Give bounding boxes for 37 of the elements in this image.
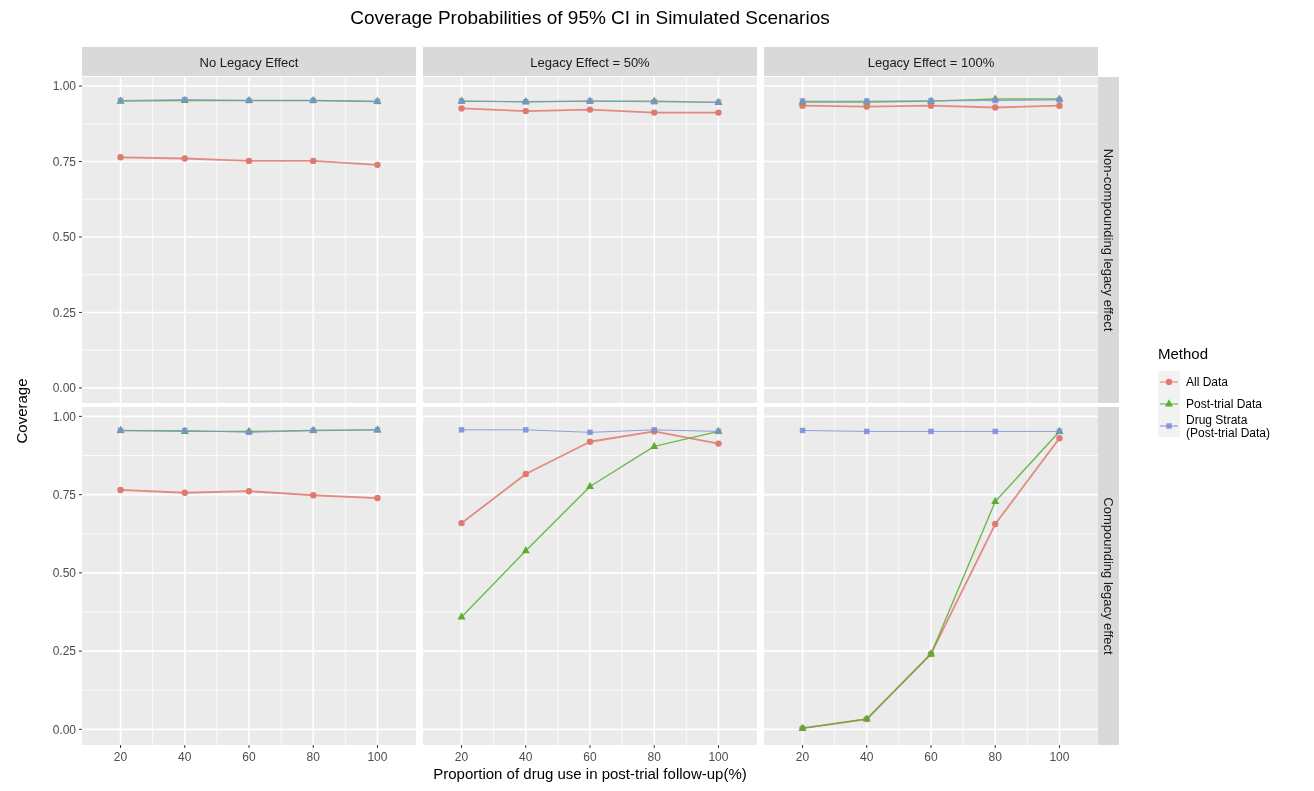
x-tick-label: 80: [306, 750, 321, 764]
x-tick-label: 20: [113, 750, 128, 764]
chart-subtitle: Legacy Effect = 100%: [867, 54, 995, 70]
legend-title: Method: [1158, 345, 1209, 362]
y-tick-label: 0.50: [52, 566, 77, 581]
x-tick-label: 80: [647, 750, 662, 764]
x-tick-label: 40: [519, 750, 533, 764]
legend-label: All Data: [1186, 375, 1229, 390]
x-tick-label: 100: [1049, 750, 1070, 764]
x-axis-title: Proportion of drug use in post-trial follow-up(%): [433, 765, 747, 782]
x-tick-label: 40: [860, 750, 874, 764]
y-tick-label: 0.00: [52, 722, 77, 737]
x-tick-label: 40: [178, 750, 192, 764]
y-tick-label: 1.00: [52, 409, 77, 424]
legend-label: Drug Strata (Post-trial Data): [1186, 412, 1271, 440]
text: Compounding legacy effect: [1101, 497, 1117, 656]
x-tick-label: 20: [795, 750, 810, 764]
chart-subtitle: Legacy Effect = 50%: [530, 54, 651, 70]
y-tick-label: 0.25: [52, 644, 77, 659]
text: Non-compounding legacy effect: [1101, 148, 1117, 332]
y-tick-label: 0.75: [52, 154, 77, 169]
x-tick-label: 60: [924, 750, 938, 764]
y-tick-label: 0.25: [52, 305, 77, 320]
y-tick-label: 0.75: [52, 487, 77, 502]
x-tick-label: 100: [367, 750, 388, 764]
x-tick-label: 60: [583, 750, 597, 764]
y-axis-title: Coverage: [13, 378, 30, 444]
chart-title: Coverage Probabilities of 95% CI in Simulated Scenarios: [350, 7, 830, 28]
x-tick-label: 60: [242, 750, 256, 764]
x-tick-label: 80: [988, 750, 1003, 764]
y-tick-label: 0.50: [52, 230, 77, 245]
x-tick-label: 100: [708, 750, 729, 764]
y-tick-label: 0.00: [52, 381, 77, 396]
y-tick-label: 1.00: [52, 79, 77, 94]
chart-subtitle: No Legacy Effect: [199, 54, 299, 70]
legend-label: Post-trial Data: [1186, 397, 1263, 412]
x-tick-label: 20: [454, 750, 469, 764]
